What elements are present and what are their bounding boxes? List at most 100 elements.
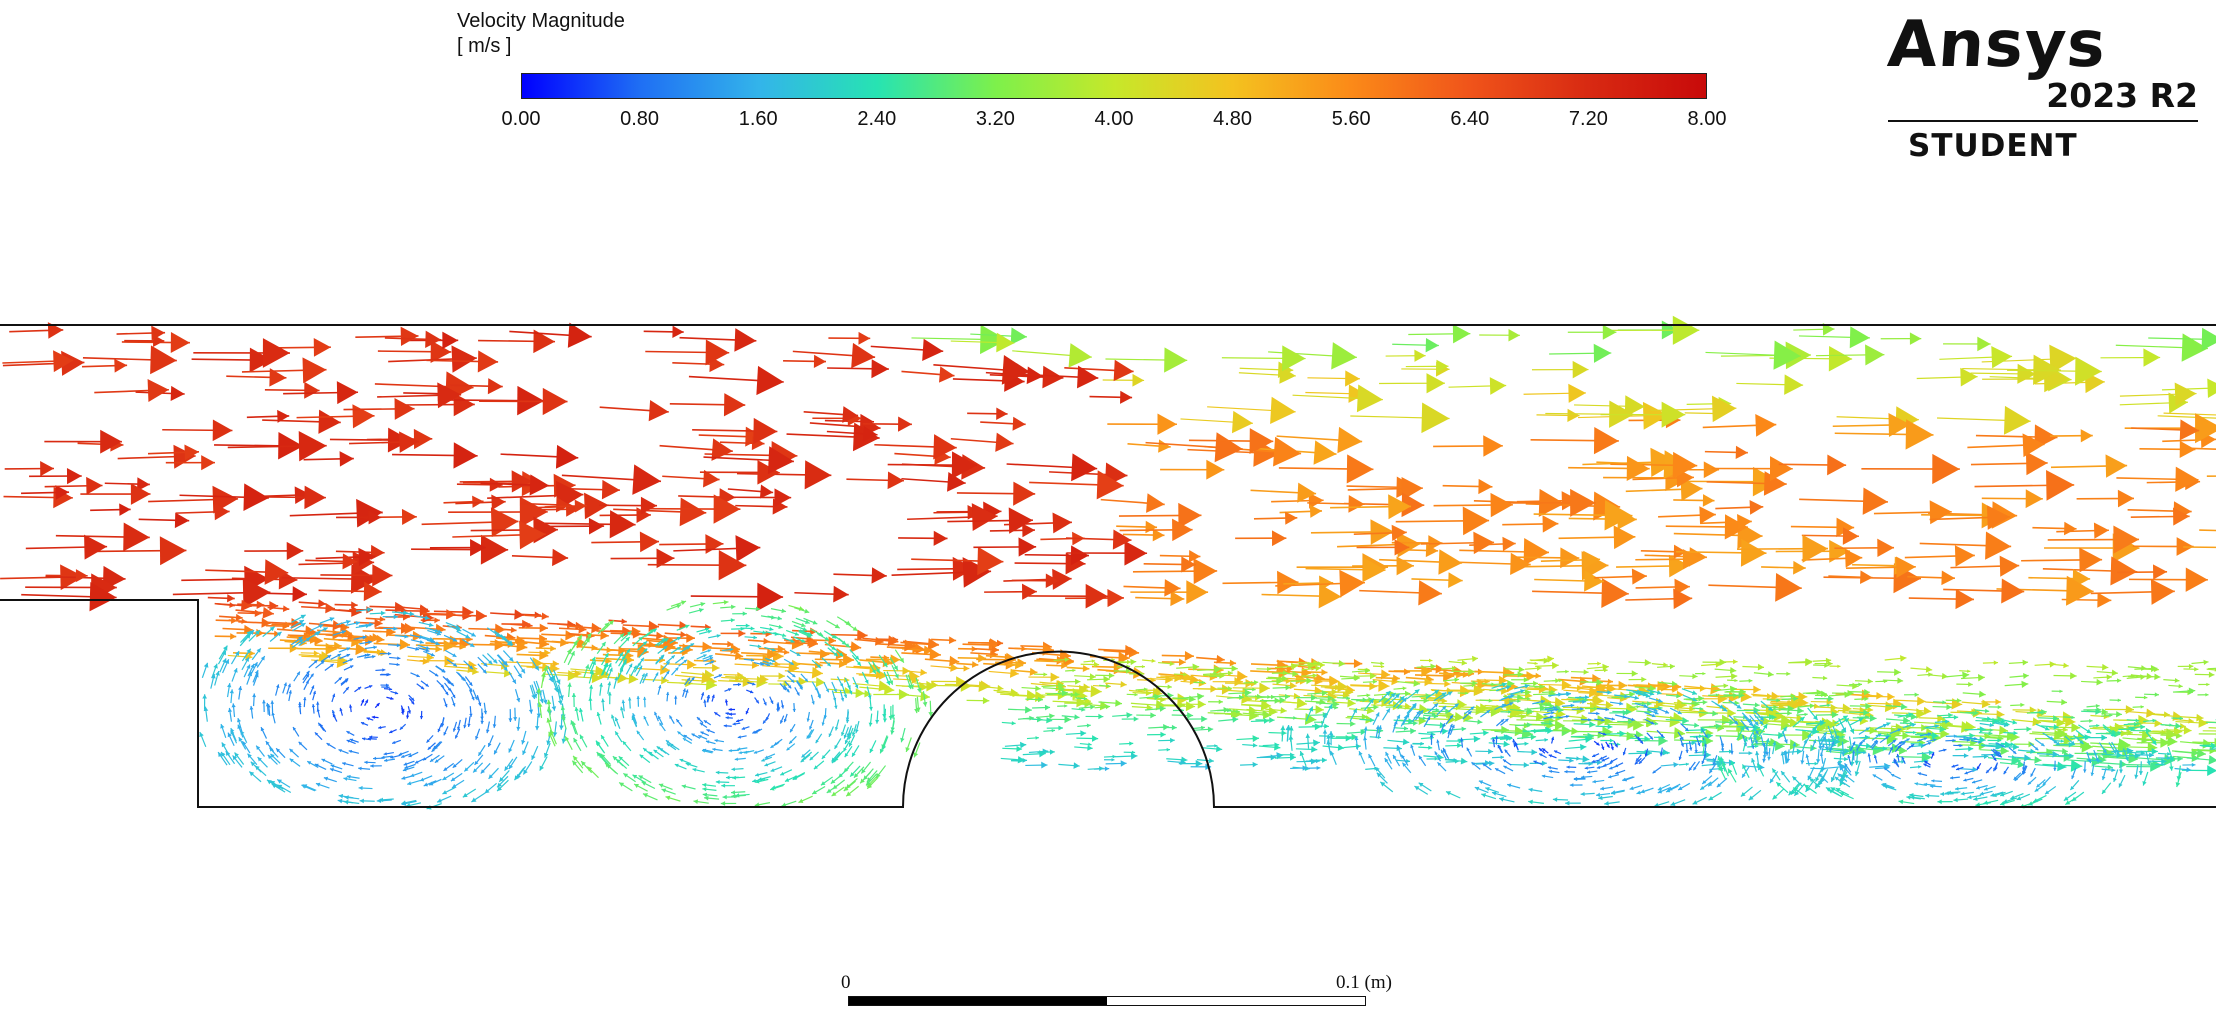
velocity-vector-head — [1214, 744, 1218, 748]
velocity-vector-head — [1279, 696, 1286, 704]
velocity-vector-head — [1169, 661, 1175, 667]
velocity-vector-head — [596, 712, 601, 717]
velocity-vector-head — [394, 398, 415, 420]
velocity-vector-head — [799, 684, 803, 689]
velocity-vector-head — [1133, 716, 1139, 722]
velocity-vector-head — [298, 430, 327, 462]
velocity-vector-head — [899, 657, 904, 663]
velocity-vector-head — [534, 611, 542, 619]
velocity-vector-head — [453, 392, 475, 417]
velocity-vector-head — [1098, 713, 1104, 720]
velocity-vector-head — [1715, 693, 1719, 697]
velocity-vector-head — [1132, 373, 1145, 387]
velocity-vector-head — [1448, 572, 1463, 589]
velocity-vector-head — [477, 702, 482, 707]
velocity-vector-head — [704, 795, 709, 801]
velocity-vector-head — [584, 492, 609, 520]
velocity-vector-head — [542, 387, 568, 416]
velocity-vector-head — [1131, 750, 1136, 755]
velocity-vector-head — [1197, 699, 1206, 709]
velocity-vector-head — [752, 730, 756, 734]
velocity-vector-head — [834, 705, 838, 709]
velocity-vector-head — [2127, 729, 2133, 736]
velocity-vector-head — [1627, 717, 1638, 729]
velocity-vector-head — [431, 748, 435, 752]
velocity-vector-head — [403, 610, 408, 616]
legend-title: Velocity Magnitude — [457, 10, 625, 32]
velocity-vector-head — [1252, 761, 1258, 768]
velocity-vector-head — [848, 690, 853, 695]
velocity-vector-head — [1536, 665, 1542, 671]
velocity-vector-head — [1462, 506, 1490, 536]
velocity-vector-head — [1900, 655, 1907, 662]
velocity-vector-head — [1533, 680, 1539, 687]
velocity-vector-head — [366, 717, 370, 721]
velocity-vector-head — [2101, 708, 2108, 716]
velocity-vector-head — [805, 619, 810, 624]
velocity-vector-head — [589, 670, 594, 675]
velocity-vector-head — [632, 629, 642, 639]
velocity-vector-head — [478, 751, 482, 756]
velocity-vector-head — [234, 752, 239, 758]
velocity-vector-head — [842, 653, 855, 666]
velocity-vector-head — [230, 728, 235, 733]
velocity-vector-head — [971, 661, 979, 668]
velocity-vector-head — [1401, 477, 1423, 501]
velocity-vector-head — [536, 688, 542, 693]
velocity-vector-head — [607, 663, 612, 668]
velocity-vector-head — [2107, 764, 2113, 771]
velocity-vector-head — [2097, 592, 2112, 608]
velocity-vector-head — [376, 703, 380, 707]
velocity-vector-head — [755, 606, 761, 612]
velocity-vector-head — [1321, 669, 1328, 676]
velocity-vector-head — [1523, 722, 1530, 729]
velocity-vector-head — [1473, 531, 1495, 555]
velocity-vector-head — [1348, 495, 1365, 513]
velocity-vector-head — [844, 687, 852, 695]
velocity-vector-head — [227, 683, 232, 688]
velocity-vector-head — [404, 765, 409, 769]
velocity-vector-head — [329, 767, 334, 772]
velocity-vector-head — [1068, 343, 1092, 368]
velocity-vector-head — [539, 650, 549, 661]
velocity-vector-head — [604, 653, 609, 658]
velocity-vector-head — [2207, 765, 2216, 776]
velocity-vector-head — [1593, 694, 1604, 707]
velocity-vector-head — [1613, 525, 1636, 550]
velocity-vector-head — [1524, 689, 1532, 696]
velocity-vector-head — [1082, 664, 1090, 672]
velocity-vector-head — [1332, 700, 1340, 708]
velocity-vector-head — [1864, 734, 1870, 741]
velocity-vector-head — [233, 668, 238, 673]
velocity-vector-head — [2071, 722, 2081, 733]
velocity-vector-head — [570, 651, 575, 656]
velocity-vector-head — [588, 517, 605, 535]
velocity-vector-head — [2026, 726, 2032, 732]
velocity-vector-head — [875, 719, 880, 724]
velocity-vector-head — [230, 633, 237, 640]
velocity-vector-head — [1070, 545, 1089, 566]
velocity-vector-head — [398, 752, 403, 756]
velocity-vector-head — [2056, 717, 2066, 728]
velocity-vector-head — [270, 753, 275, 759]
velocity-vector-head — [777, 644, 786, 654]
velocity-vector-head — [1008, 507, 1033, 534]
velocity-vector-head — [585, 664, 590, 669]
velocity-vector-head — [1995, 698, 2001, 705]
velocity-vector-head — [1902, 716, 1910, 725]
velocity-vector-head — [783, 649, 790, 655]
velocity-vector-head — [429, 636, 434, 642]
velocity-vector-head — [1292, 670, 1299, 678]
velocity-vector-head — [731, 790, 736, 795]
velocity-vector-head — [1593, 343, 1612, 363]
velocity-vector-head — [1647, 709, 1652, 715]
velocity-vector-head — [709, 654, 713, 659]
velocity-vector-head — [323, 776, 329, 781]
velocity-vector-head — [2179, 722, 2186, 730]
velocity-vector-head — [1523, 538, 1549, 566]
velocity-vector-head — [420, 686, 425, 690]
velocity-vector-head — [1471, 655, 1479, 663]
velocity-vector-head — [1997, 705, 2002, 710]
velocity-vector-head — [1313, 440, 1337, 465]
velocity-vector-head — [1508, 328, 1520, 342]
